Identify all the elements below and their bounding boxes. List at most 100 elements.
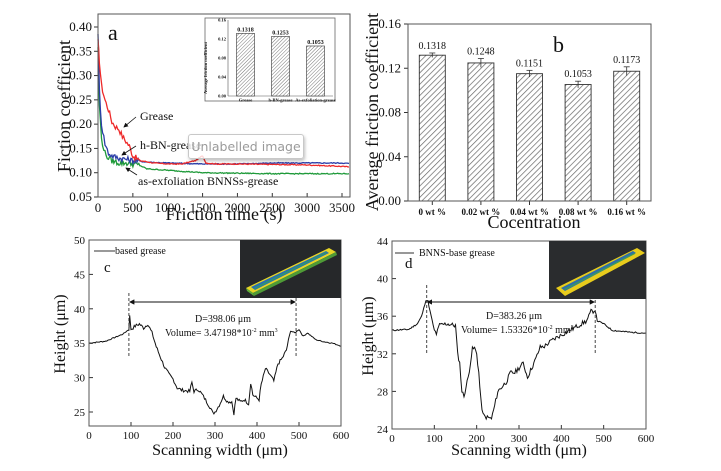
y-tick-label: 0.35 — [69, 43, 92, 58]
x-tick-label: 0.16 wt % — [607, 207, 646, 217]
bar — [516, 73, 543, 202]
bar — [564, 84, 592, 202]
inset-bar — [236, 33, 255, 97]
panel-a-friction-curves: 0 500 1000 1500 2000 2500 3000 3500 0.05 0.10 0.15… — [54, 13, 355, 225]
annotation-bnnss-grease: as-exfoliation BNNSs-grease — [138, 174, 278, 188]
x-tick-label: 500 — [123, 200, 143, 215]
x-tick-label: 3500 — [329, 200, 355, 215]
x-tick-label: 400 — [553, 433, 570, 445]
y-tick-label: 0.20 — [69, 116, 92, 131]
panel-c-xlabel: Scanning width (μm) — [152, 442, 288, 459]
annotation-bnnss-arrow — [125, 167, 138, 176]
inset-y-tick-label: 0.16 — [218, 18, 227, 23]
y-tick-label: 0.30 — [69, 68, 92, 83]
profile-line — [391, 300, 646, 421]
panel-d-xlabel: Scanning width (μm) — [451, 442, 587, 459]
y-tick-label: 35 — [74, 338, 86, 350]
y-tick-label: 0.12 — [378, 60, 401, 75]
annotation-grease-arrow — [123, 116, 137, 128]
bar-value-label: 0.1151 — [516, 58, 543, 69]
panel-b-xlabel: Cocentration — [488, 212, 581, 232]
y-tick-label: 0.25 — [69, 92, 92, 107]
x-tick-label: 600 — [333, 430, 350, 442]
panel-d-legend-label: BNNS-base grease — [419, 248, 495, 259]
y-tick-label: 45 — [74, 269, 86, 281]
y-tick-label: 0.40 — [69, 19, 92, 34]
series-line-grease — [97, 39, 350, 168]
x-tick-label: 0 wt % — [419, 207, 447, 217]
panel-b-label: b — [553, 32, 564, 57]
inset-y-tick-label: 0.00 — [218, 94, 227, 99]
y-tick-label: 0.08 — [378, 105, 401, 120]
y-tick-label: 44 — [377, 236, 389, 248]
inset-category-label: Grease — [239, 98, 252, 103]
panel-c-profile: 0 100 200 300 400 500 600 25 30 35 40 45 50 based gr… — [52, 235, 350, 459]
inset-bar-value-label: 0.1053 — [307, 40, 324, 46]
inset-y-tick-label: 0.04 — [218, 75, 227, 80]
x-tick-label: 3000 — [294, 200, 320, 215]
x-tick-label: 0 — [86, 430, 92, 442]
x-tick-label: 200 — [468, 433, 485, 445]
profile-line — [88, 315, 342, 416]
annotation-hbn-grease: h-BN-grease — [140, 138, 201, 152]
panel-d-profile: 0 100 200 300 400 500 600 24 28 32 36 40 44 BNNS-bas… — [360, 236, 655, 459]
series-line-as-exfoliation-bnnss-grease — [97, 47, 350, 175]
x-tick-label: 0 — [389, 433, 395, 445]
y-tick-label: 0.00 — [378, 193, 401, 208]
inset-bar — [306, 45, 325, 97]
inset-category-label: As-exfoliation-grease — [295, 98, 335, 103]
y-tick-label: 24 — [377, 424, 389, 436]
x-tick-label: 0 — [95, 200, 102, 215]
panel-d-ylabel: Height (μm) — [360, 296, 377, 375]
bar — [613, 70, 641, 202]
x-tick-label: 0.02 wt % — [462, 207, 501, 217]
panel-d-3d-scan-image — [549, 241, 646, 299]
panel-d-volume-annotation: Volume= 1.53326*10-2 mm3 — [461, 325, 574, 336]
y-tick-label: 0.16 — [378, 16, 401, 31]
y-tick-label: 0.04 — [378, 149, 401, 164]
x-tick-label: 1500 — [190, 200, 216, 215]
y-tick-label: 28 — [377, 386, 389, 398]
panel-a-xlabel: Friction time (s) — [166, 204, 283, 225]
inset-bar — [271, 36, 290, 97]
inset-ylabel: Average friction coefficient — [203, 42, 208, 94]
y-tick-label: 0.10 — [69, 165, 92, 180]
panel-c-label: c — [104, 260, 111, 276]
bar-value-label: 0.1053 — [564, 69, 592, 80]
bar-value-label: 0.1173 — [613, 55, 640, 66]
y-tick-label: 30 — [74, 373, 86, 385]
inset-y-tick-label: 0.08 — [218, 56, 227, 61]
bar-value-label: 0.1318 — [419, 41, 447, 52]
bar-value-label: 0.1248 — [467, 47, 495, 58]
panel-b-ylabel: Average friction coefficient — [362, 13, 382, 211]
y-tick-label: 25 — [74, 407, 86, 419]
bar — [418, 54, 446, 202]
inset-bar-value-label: 0.1253 — [272, 30, 289, 36]
x-tick-label: 2000 — [224, 200, 250, 215]
annotation-grease: Grease — [140, 109, 173, 123]
inset-category-label: h-BN-grease — [269, 98, 293, 103]
y-tick-label: 40 — [74, 304, 86, 316]
x-tick-label: 100 — [123, 430, 140, 442]
x-tick-label: 1000 — [155, 200, 181, 215]
y-tick-label: 32 — [377, 349, 388, 361]
panel-b-axes-frame — [407, 23, 652, 202]
annotation-hbn-arrow — [121, 145, 137, 156]
panel-c-3d-scan-image — [240, 240, 341, 298]
x-tick-label: 0.04 wt % — [510, 207, 549, 217]
inset-bar-value-label: 0.1318 — [237, 27, 254, 33]
panel-c-d-annotation: D=398.06 μm — [195, 314, 251, 325]
x-tick-label: 400 — [249, 430, 266, 442]
x-tick-label: 300 — [511, 433, 528, 445]
bar — [467, 62, 495, 202]
panel-a-label: a — [108, 20, 118, 45]
y-tick-label: 36 — [377, 311, 389, 323]
panel-b-bar-chart: 0.00 0.04 0.08 0.12 0.16 0.1318 0 wt % 0.1248 0.… — [362, 13, 652, 232]
y-tick-label: 0.15 — [69, 140, 92, 155]
x-tick-label: 500 — [595, 433, 612, 445]
x-tick-label: 2500 — [259, 200, 285, 215]
panel-a-ylabel: Fiction coefficient — [54, 40, 74, 172]
panel-c-legend-label: based grease — [115, 246, 166, 257]
y-tick-label: 0.05 — [69, 189, 92, 204]
